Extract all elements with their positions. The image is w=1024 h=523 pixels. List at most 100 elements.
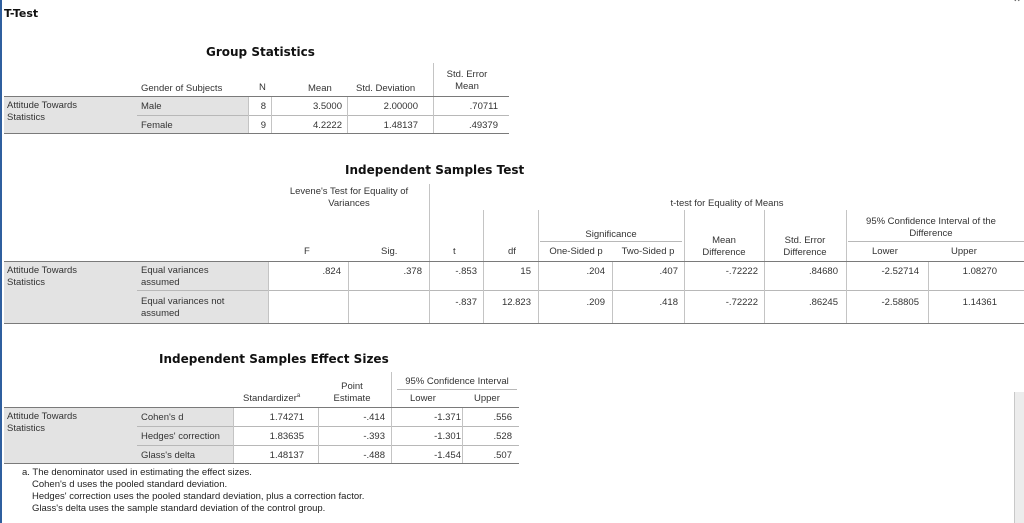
gridline — [4, 133, 509, 134]
cell-sig: .378 — [403, 266, 423, 277]
footnote-cohens-d: Cohen's d uses the pooled standard devia… — [32, 479, 228, 490]
footnote-a: a. The denominator used in estimating th… — [22, 467, 252, 478]
cell-upper: .507 — [493, 450, 513, 461]
row-label-male: Male — [141, 101, 162, 112]
cell-mean-difference: -.72222 — [725, 266, 758, 277]
header-ttest: t-test for Equality of Means — [670, 198, 784, 209]
cell-n: 9 — [260, 120, 266, 131]
header-std-error-mean-1: Std. Error — [446, 69, 488, 80]
page-title: T-Test — [4, 7, 39, 20]
header-significance: Significance — [585, 229, 637, 240]
cell-point-estimate: -.488 — [363, 450, 385, 461]
cell-std-error-difference: .84680 — [808, 266, 838, 277]
cell-t: -.837 — [455, 297, 477, 308]
gridline — [137, 426, 519, 427]
gridline — [233, 408, 234, 463]
row-label-glass-delta: Glass's delta — [141, 450, 196, 461]
gridline — [848, 241, 1024, 242]
header-lower: Lower — [872, 246, 898, 257]
gridline — [4, 407, 519, 408]
cell-t: -.853 — [455, 266, 477, 277]
gridline — [429, 184, 430, 262]
gridline — [4, 463, 519, 464]
gridline — [348, 262, 349, 323]
row-label-equal-variances-assumed: Equal variances assumed — [141, 265, 209, 288]
gridline — [483, 262, 484, 323]
cell-n: 8 — [260, 101, 266, 112]
header-mean-difference-1: Mean — [712, 235, 736, 246]
gridline — [271, 97, 272, 133]
header-point-estimate-2: Estimate — [333, 393, 371, 404]
cell-df: 12.823 — [501, 297, 531, 308]
effect-sizes-title: Independent Samples Effect Sizes — [159, 352, 389, 366]
footnote-hedges: Hedges' correction uses the pooled stand… — [32, 491, 365, 502]
cell-upper: .556 — [493, 412, 513, 423]
header-confidence-interval: 95% Confidence Interval — [405, 376, 509, 387]
gridline — [318, 408, 319, 463]
row-label-shade — [137, 262, 268, 323]
gridline — [483, 210, 484, 262]
header-std-deviation: Std. Deviation — [356, 83, 416, 94]
cell-upper: 1.08270 — [962, 266, 997, 277]
cell-lower: -1.301 — [434, 431, 461, 442]
independent-samples-test-title: Independent Samples Test — [345, 163, 525, 177]
cell-mean: 3.5000 — [312, 101, 342, 112]
cell-point-estimate: -.393 — [363, 431, 385, 442]
cell-lower: -1.371 — [434, 412, 461, 423]
row-label-hedges-correction: Hedges' correction — [141, 431, 220, 442]
cell-standardizer: 1.74271 — [269, 412, 304, 423]
header-ci-2: Difference — [909, 228, 953, 239]
gridline — [137, 290, 1024, 291]
gridline — [612, 262, 613, 323]
collapse-chevron-icon[interactable]: ⌃ — [1011, 0, 1022, 10]
cell-two-sided-p: .418 — [659, 297, 679, 308]
gridline — [4, 261, 1024, 262]
cell-mean-difference: -.72222 — [725, 297, 758, 308]
gridline — [538, 210, 539, 262]
gridline — [4, 96, 509, 97]
cell-two-sided-p: .407 — [659, 266, 679, 277]
row-label-shade — [137, 408, 233, 463]
gridline — [540, 241, 682, 242]
cell-std-error-mean: .49379 — [468, 120, 498, 131]
gridline — [429, 262, 430, 323]
header-two-sided-p: Two-Sided p — [621, 246, 675, 257]
cell-standardizer: 1.83635 — [269, 431, 304, 442]
cell-one-sided-p: .209 — [586, 297, 606, 308]
header-levene-1: Levene's Test for Equality of — [289, 186, 409, 197]
variable-shade — [4, 262, 137, 323]
gridline — [4, 323, 1024, 324]
cell-lower: -2.58805 — [881, 297, 919, 308]
cell-mean: 4.2222 — [312, 120, 342, 131]
gridline — [846, 262, 847, 323]
vertical-scrollbar[interactable] — [1014, 392, 1024, 523]
header-mean-difference-2: Difference — [702, 247, 746, 258]
variable-label: Attitude Towards Statistics — [7, 265, 78, 288]
cell-std-deviation: 2.00000 — [383, 101, 418, 112]
cell-upper: 1.14361 — [962, 297, 997, 308]
gridline — [538, 262, 539, 323]
gridline — [433, 97, 434, 133]
header-gender: Gender of Subjects — [141, 83, 223, 94]
header-sig: Sig. — [381, 246, 398, 257]
header-n: N — [259, 82, 266, 93]
header-t: t — [453, 246, 456, 257]
variable-shade — [4, 97, 137, 133]
cell-lower: -2.52714 — [881, 266, 919, 277]
header-std-error-mean-2: Mean — [455, 81, 479, 92]
gridline — [391, 372, 392, 408]
header-upper: Upper — [951, 246, 977, 257]
gridline — [846, 210, 847, 262]
header-mean: Mean — [308, 83, 332, 94]
header-std-error-difference-1: Std. Error — [784, 235, 826, 246]
gridline — [268, 262, 269, 323]
cell-standardizer: 1.48137 — [269, 450, 304, 461]
variable-label: Attitude Towards Statistics — [7, 100, 78, 123]
header-lower: Lower — [410, 393, 436, 404]
gridline — [248, 97, 249, 133]
cell-lower: -1.454 — [434, 450, 461, 461]
gridline — [684, 210, 685, 262]
header-df: df — [508, 246, 516, 257]
variable-label: Attitude Towards Statistics — [7, 411, 78, 434]
cell-df: 15 — [520, 266, 531, 277]
